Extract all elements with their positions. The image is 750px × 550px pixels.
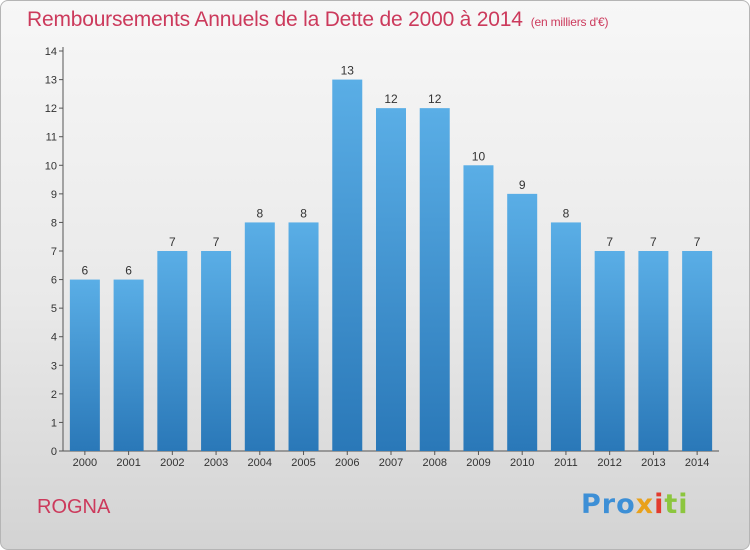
data-label: 10 (472, 149, 486, 163)
data-label: 6 (125, 264, 132, 278)
bar (507, 193, 538, 451)
y-tick-label: 10 (45, 160, 57, 172)
bar (113, 279, 144, 451)
bar (332, 79, 363, 452)
x-tick-label: 2006 (335, 457, 359, 469)
y-tick-label: 4 (51, 332, 57, 344)
x-tick-label: 2014 (685, 457, 709, 469)
bar (69, 279, 100, 451)
bar (376, 108, 406, 452)
x-tick-label: 2000 (73, 457, 97, 469)
logo-part-4: ti (664, 489, 689, 520)
bar (594, 251, 625, 451)
commune-name: ROGNA (37, 496, 111, 518)
x-tick-label: 2010 (510, 457, 534, 469)
chart-title-text: Remboursements Annuels de la Dette de 20… (27, 8, 523, 31)
x-tick-label: 2003 (204, 457, 228, 469)
data-label: 9 (519, 178, 526, 192)
data-label: 13 (341, 64, 355, 78)
y-tick-label: 0 (51, 446, 57, 458)
x-tick-label: 2001 (116, 457, 140, 469)
y-tick-label: 5 (51, 303, 57, 315)
data-label: 6 (82, 264, 89, 278)
x-tick-label: 2004 (248, 457, 272, 469)
bar (157, 251, 188, 451)
y-tick-label: 6 (51, 275, 57, 287)
y-tick-label: 1 (51, 417, 57, 429)
value-labels: 6 6 7 7 8 8 13 12 12 10 9 8 7 7 7 (82, 64, 701, 278)
data-label: 12 (428, 92, 442, 106)
y-tick-label: 9 (51, 189, 57, 201)
y-tick-label: 7 (51, 246, 57, 258)
data-label: 7 (606, 235, 613, 249)
bar (463, 165, 494, 452)
y-tick-label: 12 (45, 103, 57, 115)
data-label: 7 (694, 235, 701, 249)
chart-title: Remboursements Annuels de la Dette de 20… (27, 8, 608, 32)
data-label: 7 (169, 235, 176, 249)
y-tick-label: 14 (45, 46, 57, 58)
data-label: 8 (256, 206, 263, 220)
bar (682, 251, 713, 451)
x-tick-label: 2011 (554, 457, 578, 469)
logo-part-1: Pro (581, 489, 636, 520)
x-tick-label: 2009 (466, 457, 490, 469)
logo-part-3: i (654, 489, 665, 520)
bar (201, 251, 232, 451)
bar (288, 222, 319, 451)
bar (638, 251, 669, 451)
x-tick-label: 2002 (160, 457, 184, 469)
data-label: 7 (650, 235, 657, 249)
y-tick-label: 3 (51, 360, 57, 372)
x-tick-label: 2007 (379, 457, 403, 469)
x-tick-label: 2008 (422, 457, 446, 469)
y-tick-label: 8 (51, 217, 57, 229)
y-tick-label: 2 (51, 389, 57, 401)
data-label: 8 (563, 206, 570, 220)
proxiti-logo[interactable]: Proxiti (581, 489, 689, 520)
bar (550, 222, 581, 451)
data-label: 7 (213, 235, 220, 249)
chart-unit: (en milliers d'€) (530, 15, 609, 29)
data-label: 8 (300, 206, 307, 220)
y-tick-label: 13 (45, 75, 57, 87)
y-tick-label: 11 (46, 132, 57, 144)
x-tick-label: 2012 (597, 457, 621, 469)
bars (69, 79, 713, 452)
x-tick-label: 2005 (291, 457, 315, 469)
bar (419, 108, 450, 452)
bar (244, 222, 275, 451)
data-label: 12 (384, 92, 398, 106)
logo-part-2: x (635, 489, 655, 520)
x-tick-label: 2013 (641, 457, 665, 469)
